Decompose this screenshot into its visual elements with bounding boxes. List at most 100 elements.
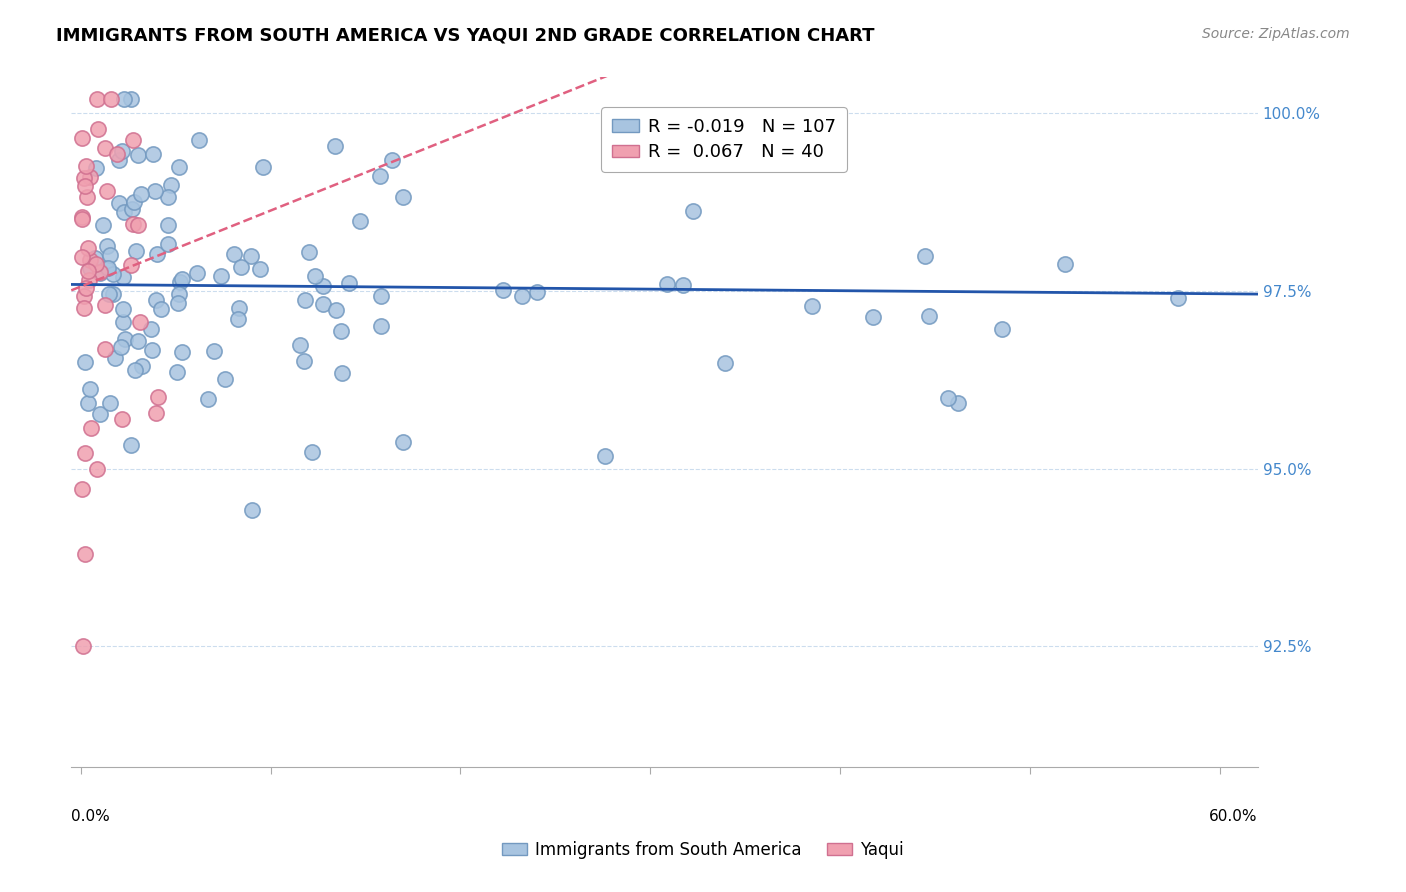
Point <box>75 281 97 295</box>
Point <box>98 395 121 409</box>
Point <box>73 289 96 303</box>
Point <box>91 218 114 232</box>
Point <box>120 258 142 272</box>
Point <box>370 169 392 183</box>
Point <box>226 311 249 326</box>
Point <box>312 279 335 293</box>
Point <box>370 289 392 303</box>
Point <box>94 298 117 312</box>
Point <box>323 138 346 153</box>
Point <box>73 178 96 193</box>
Point <box>381 153 404 167</box>
Point <box>294 293 316 307</box>
Point <box>252 161 274 175</box>
Point <box>288 337 311 351</box>
Point <box>156 237 179 252</box>
Point <box>75 355 97 369</box>
Point <box>122 195 145 210</box>
Point <box>111 270 134 285</box>
Point <box>209 268 232 283</box>
Legend: Immigrants from South America, Yaqui: Immigrants from South America, Yaqui <box>495 835 911 866</box>
Point <box>94 342 117 356</box>
Point <box>145 293 167 307</box>
Point <box>120 92 142 106</box>
Point <box>862 310 884 325</box>
Point <box>112 92 135 106</box>
Point <box>100 92 122 106</box>
Point <box>84 161 107 175</box>
Point <box>96 239 118 253</box>
Point <box>167 287 190 301</box>
Point <box>142 146 165 161</box>
Point <box>172 272 194 286</box>
Point <box>79 382 101 396</box>
Point <box>86 92 108 106</box>
Point <box>492 283 515 297</box>
Point <box>391 434 413 449</box>
Point <box>214 372 236 386</box>
Point <box>298 244 321 259</box>
Point <box>75 446 97 460</box>
Point <box>70 483 93 497</box>
Point <box>79 169 101 184</box>
Point <box>990 322 1012 336</box>
Point <box>682 204 704 219</box>
Point <box>167 296 190 310</box>
Point <box>231 260 253 274</box>
Point <box>187 133 209 147</box>
Point <box>249 262 271 277</box>
Point <box>101 286 124 301</box>
Point <box>169 275 191 289</box>
Point <box>146 247 169 261</box>
Point <box>337 277 360 291</box>
Point <box>172 345 194 359</box>
Point <box>111 315 134 329</box>
Point <box>70 130 93 145</box>
Point <box>97 261 120 276</box>
Point <box>98 248 121 262</box>
Point <box>292 354 315 368</box>
Point <box>101 267 124 281</box>
Point <box>391 190 413 204</box>
Point <box>239 249 262 263</box>
Point <box>89 266 111 280</box>
Point <box>73 171 96 186</box>
Point <box>129 186 152 201</box>
Point <box>918 310 941 324</box>
Point <box>111 144 134 158</box>
Point <box>157 190 180 204</box>
Point <box>111 301 134 316</box>
Point <box>73 547 96 561</box>
Point <box>914 249 936 263</box>
Point <box>76 241 98 255</box>
Point <box>936 391 959 405</box>
Text: Source: ZipAtlas.com: Source: ZipAtlas.com <box>1202 27 1350 41</box>
Point <box>79 261 101 276</box>
Point <box>72 211 94 225</box>
Point <box>121 133 143 147</box>
Point <box>84 251 107 265</box>
Point <box>325 303 347 318</box>
Point <box>329 324 352 338</box>
Point <box>149 301 172 316</box>
Point <box>197 392 219 406</box>
Point <box>127 147 149 161</box>
Point <box>202 344 225 359</box>
Point <box>595 449 617 463</box>
Point <box>80 421 103 435</box>
Point <box>655 277 678 291</box>
Point <box>330 366 353 380</box>
Point <box>72 640 94 654</box>
Point <box>801 299 824 313</box>
Point <box>122 217 145 231</box>
Point <box>166 365 188 379</box>
Point <box>75 159 97 173</box>
Point <box>1167 291 1189 305</box>
Point <box>114 332 136 346</box>
Point <box>240 503 263 517</box>
Point <box>105 146 128 161</box>
Text: IMMIGRANTS FROM SOUTH AMERICA VS YAQUI 2ND GRADE CORRELATION CHART: IMMIGRANTS FROM SOUTH AMERICA VS YAQUI 2… <box>56 27 875 45</box>
Point <box>98 286 121 301</box>
Point <box>167 160 190 174</box>
Point <box>96 260 118 275</box>
